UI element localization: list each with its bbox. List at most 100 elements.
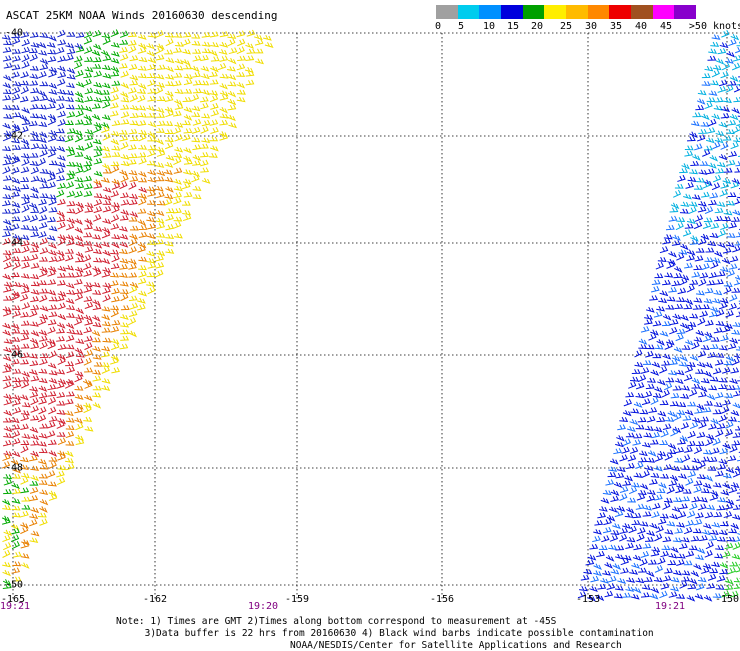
wind-barb	[209, 49, 218, 57]
wind-barb	[610, 568, 620, 575]
wind-barb	[625, 542, 634, 550]
wind-barb	[210, 41, 220, 48]
wind-barb	[593, 563, 602, 570]
wind-barb	[674, 266, 683, 273]
wind-barb	[12, 48, 21, 54]
wind-barb	[84, 319, 94, 326]
wind-barb	[120, 119, 130, 125]
wind-barb	[735, 425, 740, 431]
wind-barb	[38, 177, 47, 184]
wind-barb	[147, 190, 156, 197]
wind-barb	[718, 154, 728, 161]
wind-barb	[21, 410, 30, 416]
wind-barb	[712, 409, 722, 415]
wind-barb	[164, 129, 174, 135]
wind-barb	[696, 403, 705, 411]
wind-barb	[219, 83, 228, 90]
wind-barb	[606, 515, 616, 522]
wind-barb	[725, 241, 735, 248]
wind-barb	[75, 422, 84, 431]
wind-barb	[56, 175, 66, 182]
wind-barb	[128, 87, 137, 94]
wind-barb	[674, 457, 684, 463]
wind-barb	[165, 233, 175, 240]
wind-barb	[655, 525, 664, 533]
wind-barb	[92, 289, 102, 295]
wind-barb	[725, 498, 735, 506]
wind-barb	[712, 257, 721, 264]
wind-barb	[120, 199, 130, 206]
wind-barb	[172, 126, 182, 135]
wind-barb	[650, 369, 660, 376]
wind-barb	[47, 56, 57, 63]
wind-barb	[147, 286, 156, 295]
wind-barb	[102, 100, 111, 109]
wind-barb	[669, 359, 678, 366]
wind-barb	[627, 497, 637, 503]
wind-barb	[11, 177, 21, 184]
wind-barb	[227, 57, 237, 65]
wind-barb	[12, 144, 22, 150]
wind-barb	[210, 126, 219, 134]
wind-barb	[165, 81, 175, 87]
wind-barb	[56, 369, 66, 375]
wind-barb	[30, 405, 39, 413]
wind-barb	[12, 394, 21, 401]
wind-barb	[648, 559, 657, 565]
wind-barb	[2, 166, 11, 175]
wind-barb	[102, 152, 112, 158]
wind-barb	[129, 238, 138, 247]
wind-barb	[74, 278, 83, 286]
wind-barb	[706, 433, 715, 441]
wind-barb	[708, 48, 718, 54]
wind-barb	[165, 38, 174, 47]
wind-barb	[47, 174, 56, 182]
wind-barb	[643, 390, 653, 398]
wind-barb	[670, 392, 680, 399]
wind-barb	[66, 48, 76, 55]
wind-barb	[20, 343, 30, 349]
wind-barb	[729, 561, 739, 567]
wind-barb	[182, 120, 192, 126]
wind-barb	[38, 137, 47, 144]
wind-barb	[111, 287, 120, 295]
wind-barb	[641, 584, 651, 590]
wind-barb	[93, 193, 103, 199]
wind-barb	[30, 296, 39, 303]
wind-barb	[93, 150, 103, 158]
wind-barb	[30, 273, 40, 280]
wind-barb	[56, 128, 65, 134]
wind-barb	[111, 120, 121, 126]
wind-barb	[731, 178, 740, 185]
wind-barb	[722, 482, 731, 490]
wind-barb	[21, 402, 31, 408]
wind-barb	[29, 486, 39, 494]
wind-barb	[718, 121, 728, 128]
wind-barb	[711, 113, 721, 120]
wind-barb	[73, 129, 83, 136]
wind-barb	[47, 396, 57, 405]
wind-barb	[102, 64, 111, 71]
wind-barb	[227, 33, 237, 39]
wind-barb	[664, 342, 673, 350]
wind-barb	[56, 255, 65, 263]
wind-barb	[694, 214, 704, 222]
wind-barb	[718, 302, 728, 310]
wind-barb	[137, 152, 147, 158]
wind-barb	[30, 304, 40, 311]
colorbar-label: 35	[609, 21, 623, 32]
wind-barb	[10, 223, 20, 231]
wind-barb	[57, 280, 66, 286]
wind-barb	[182, 178, 192, 185]
wind-barb	[631, 482, 640, 488]
wind-barb	[56, 400, 66, 406]
wind-barb	[2, 534, 11, 543]
wind-barb	[20, 472, 30, 479]
wind-barb	[101, 230, 111, 239]
wind-barb	[138, 265, 147, 271]
lat-label-48: -48	[5, 462, 24, 474]
wind-barb	[719, 562, 729, 569]
wind-barb	[709, 529, 719, 535]
wind-barb	[82, 254, 92, 263]
wind-barb	[75, 104, 85, 110]
